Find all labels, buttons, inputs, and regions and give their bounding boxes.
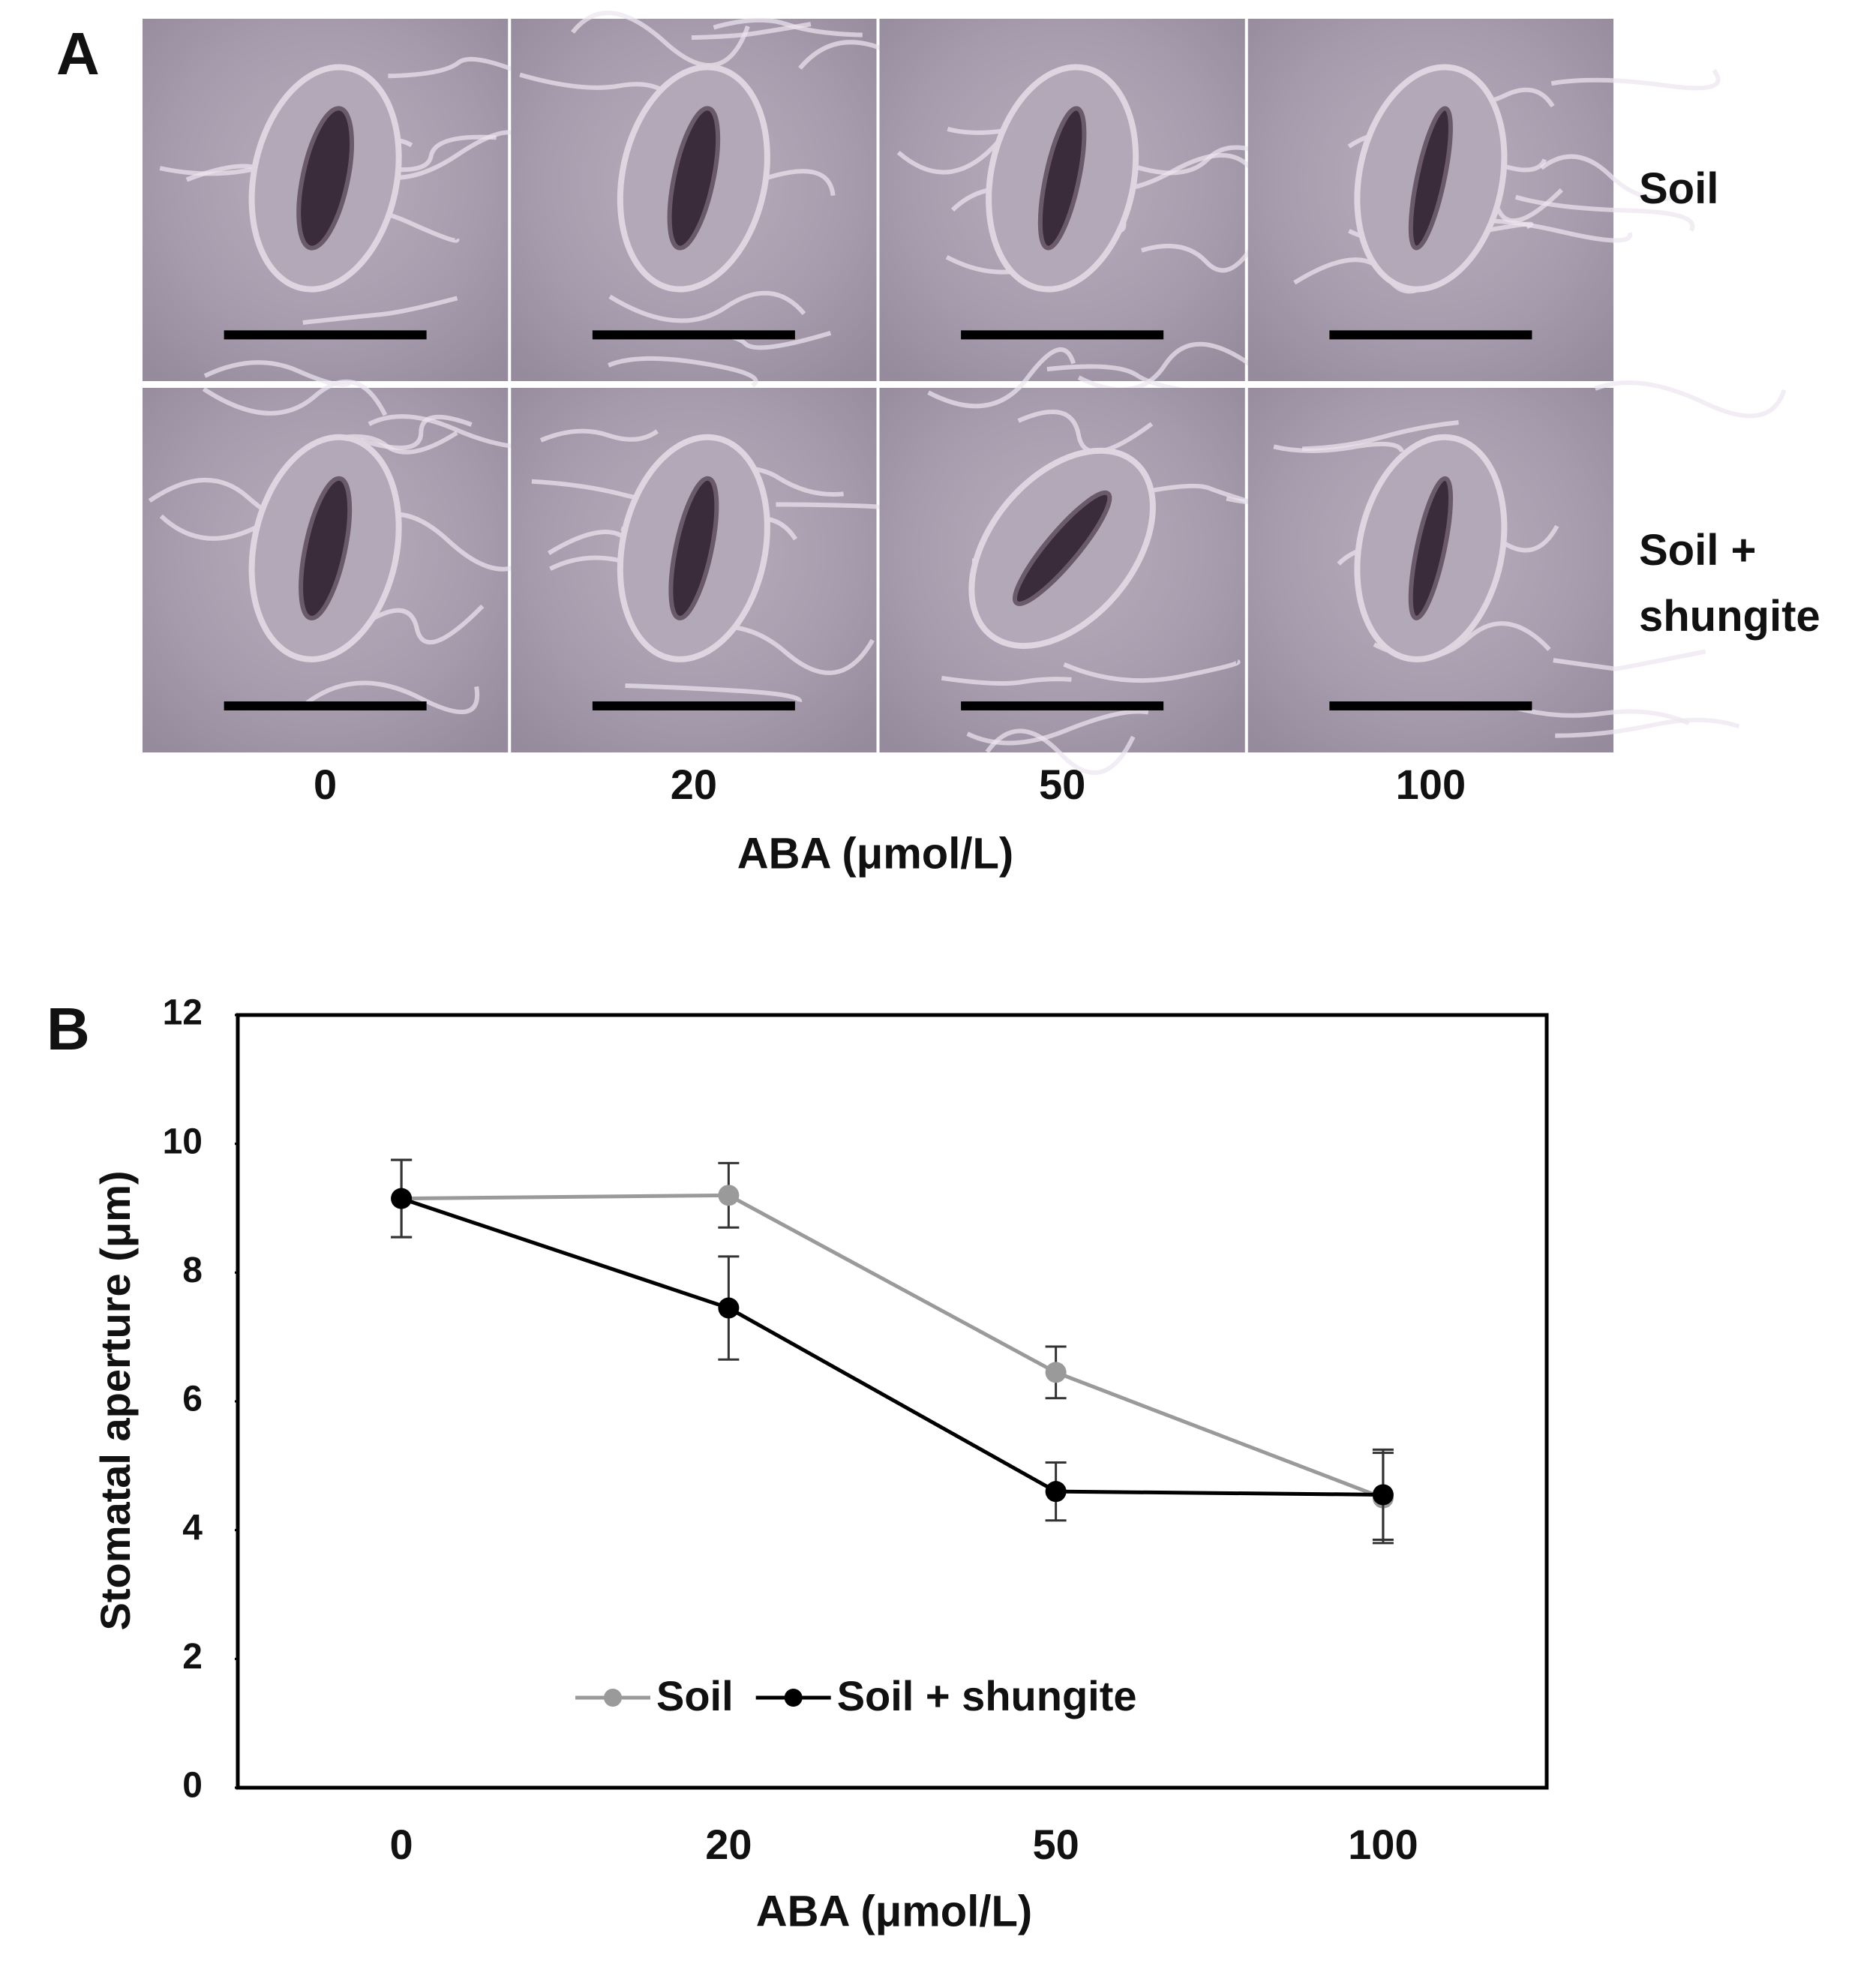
cell-wall	[1550, 68, 1721, 91]
scale-bar	[592, 330, 795, 340]
cell-wall	[713, 17, 863, 38]
cell-wall	[1514, 194, 1695, 232]
cell-wall	[691, 22, 812, 41]
y-tick-label: 2	[182, 1637, 203, 1677]
cell-wall	[359, 414, 473, 450]
panel-label: B	[47, 996, 90, 1062]
cell-wall	[356, 604, 485, 645]
row-label: Soil + shungite	[1639, 526, 1820, 641]
stomatal-pore	[668, 476, 719, 620]
cell-wall	[305, 680, 480, 715]
stomatal-pore	[1012, 490, 1112, 606]
cell-wall	[941, 675, 1072, 686]
legend-marker	[784, 1689, 803, 1707]
cell-wall	[539, 428, 659, 443]
x-tick-label: 50	[1032, 1821, 1079, 1868]
cell-wall	[608, 290, 806, 323]
x-axis-label: ABA (μmol/L)	[756, 1887, 1032, 1935]
y-tick-label: 4	[182, 1508, 203, 1548]
column-label: 20	[671, 761, 717, 808]
stomatal-pore	[1408, 106, 1453, 251]
row-label-box: Soil	[1639, 164, 1719, 213]
stomatal-pore	[667, 106, 721, 251]
x-tick-label: 100	[1348, 1821, 1418, 1868]
stomatal-pore	[1408, 476, 1454, 620]
x-axis-label: ABA (μmol/L)	[737, 829, 1013, 878]
scale-bar	[1329, 701, 1532, 710]
y-tick-label: 0	[182, 1766, 203, 1806]
column-label: 0	[314, 761, 337, 808]
legend-label: Soil + shungite	[837, 1672, 1137, 1719]
scale-bar	[224, 330, 427, 340]
cell-wall	[302, 296, 458, 325]
cell-wall	[1063, 659, 1241, 683]
cell-wall	[1555, 717, 1740, 738]
cell-wall	[1140, 241, 1257, 273]
cell-wall	[927, 347, 1076, 409]
series-line	[401, 1193, 1384, 1500]
cell-wall	[608, 356, 758, 388]
row-label: Soil	[1639, 164, 1719, 213]
cell-wall	[1273, 441, 1404, 453]
scale-bar	[1329, 330, 1532, 340]
scale-bar	[961, 330, 1164, 340]
cell-wall	[966, 709, 1149, 746]
cell-wall	[388, 56, 548, 86]
stomatal-pore	[296, 106, 354, 251]
stomatal-pore	[299, 476, 353, 620]
data-point	[391, 1188, 413, 1209]
cell-wall	[1302, 420, 1459, 452]
data-point	[1045, 1481, 1067, 1503]
row-label-box: Soil + shungite	[1639, 526, 1820, 641]
data-point	[718, 1297, 740, 1319]
cell-wall	[1594, 380, 1787, 419]
data-point	[1372, 1484, 1394, 1506]
cell-wall	[1553, 649, 1706, 671]
scale-bar	[592, 701, 795, 710]
series-line	[401, 1197, 1383, 1497]
stomatal-pore	[1037, 106, 1087, 251]
y-axis-label: Stomatal aperture (μm)	[92, 1170, 139, 1630]
scale-bar	[224, 701, 427, 710]
cell-wall	[1508, 703, 1690, 725]
column-label: 100	[1396, 761, 1466, 808]
cell-wall	[571, 11, 750, 68]
y-tick-label: 10	[163, 1122, 203, 1161]
legend-marker	[604, 1689, 622, 1707]
x-tick-label: 0	[390, 1821, 413, 1868]
cell-wall	[1125, 483, 1269, 509]
scale-bar	[961, 701, 1164, 710]
x-tick-label: 20	[705, 1821, 752, 1868]
y-tick-label: 12	[163, 993, 203, 1033]
cell-wall	[1017, 409, 1154, 455]
data-point	[1045, 1362, 1067, 1383]
cell-wall	[1540, 154, 1682, 202]
cell-wall	[625, 683, 803, 703]
cell-wall	[985, 728, 1136, 775]
data-point	[718, 1185, 740, 1206]
panel-label: A	[56, 20, 100, 87]
y-tick-label: 8	[182, 1251, 203, 1290]
cell-wall	[202, 379, 388, 416]
y-tick-label: 6	[182, 1380, 203, 1419]
legend-label: Soil	[656, 1672, 734, 1719]
